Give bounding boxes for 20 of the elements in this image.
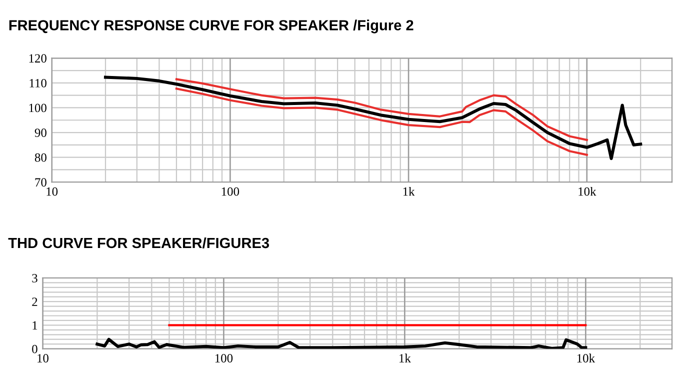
x-tick-label: 10 — [46, 187, 58, 196]
chart-title: THD CURVE FOR SPEAKER/FIGURE3 — [8, 237, 270, 248]
y-tick-label: 2 — [32, 298, 38, 306]
y-tick-label: 80 — [34, 153, 46, 162]
y-tick-label: 100 — [29, 104, 46, 112]
x-tick-label: 10 — [38, 354, 48, 362]
x-tick-label: 100 — [215, 354, 233, 362]
x-tick-label: 10k — [577, 354, 596, 362]
y-tick-label: 70 — [35, 178, 46, 187]
x-tick-label: 100 — [222, 187, 240, 196]
y-tick-label: 90 — [34, 128, 46, 137]
x-tick-label: 1k — [400, 354, 411, 362]
x-tick-label: 10k — [578, 186, 596, 196]
y-tick-label: 120 — [29, 54, 46, 63]
chart-title: FREQUENCY RESPONSE CURVE FOR SPEAKER /Figure 2 — [9, 20, 414, 34]
y-tick-label: 110 — [30, 78, 46, 88]
y-tick-label: 0 — [32, 344, 38, 354]
y-tick-label: 1 — [32, 321, 38, 330]
y-tick-label: 3 — [32, 274, 38, 282]
x-tick-label: 1k — [403, 186, 415, 196]
